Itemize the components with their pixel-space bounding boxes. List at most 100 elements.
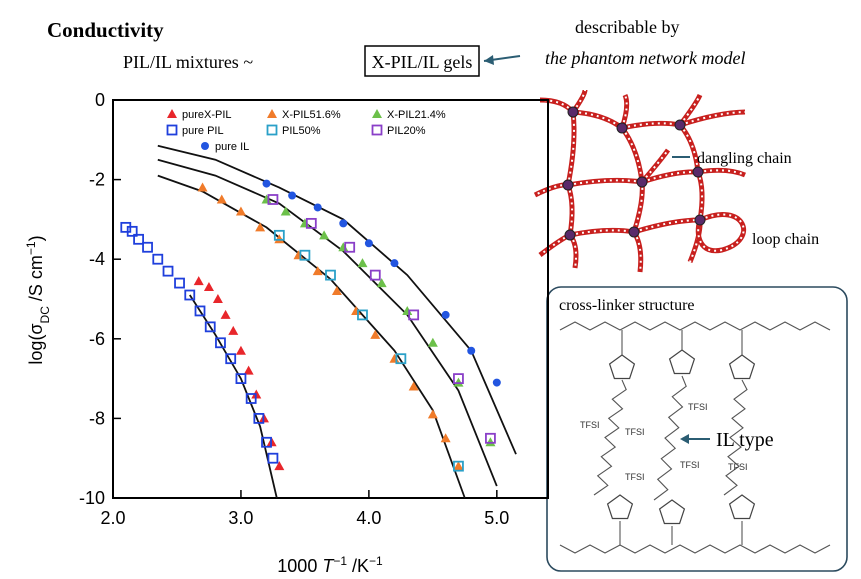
data-point	[357, 309, 368, 321]
chain	[565, 111, 577, 186]
data-point	[453, 373, 464, 385]
data-point	[408, 309, 420, 321]
crosslink-node	[562, 179, 574, 191]
crosslink-node	[694, 214, 706, 226]
x-axis-label: 1000 T−1 /K−1	[277, 554, 383, 576]
data-point	[215, 337, 226, 349]
anion-label: TFSI	[680, 460, 700, 470]
data-point	[390, 259, 399, 268]
mixtures-text: PIL/IL mixtures ~	[123, 52, 253, 72]
data-point	[485, 437, 496, 447]
imidazolium-ring	[606, 494, 634, 520]
chain-pattern	[539, 234, 571, 256]
gels-box	[364, 45, 480, 77]
y-tick-label: -8	[89, 408, 105, 428]
data-point	[369, 269, 381, 281]
data-point	[344, 241, 356, 253]
chain-pattern	[569, 234, 577, 269]
imidazolium-ring	[728, 354, 756, 380]
crosslink-node	[616, 122, 628, 134]
legend-label: PIL20%	[387, 125, 426, 137]
chain-pattern	[641, 149, 669, 183]
chain-pattern	[567, 179, 643, 186]
data-point	[325, 269, 336, 281]
x-tick-label: 4.0	[356, 508, 381, 528]
crosslink-node	[636, 176, 648, 188]
gels-text: X-PIL/IL gels	[372, 52, 473, 72]
axis-label-part: /K	[347, 556, 369, 576]
alkyl-chain	[723, 379, 748, 496]
crosslink-node	[692, 166, 704, 178]
y-tick-label: -4	[89, 249, 105, 269]
data-point	[408, 381, 419, 391]
data-point	[235, 345, 246, 355]
imidazolium-ring	[728, 494, 756, 520]
crosslink-node	[564, 229, 576, 241]
legend-label: PIL50%	[282, 125, 321, 137]
plot-frame	[112, 99, 549, 499]
chain	[695, 212, 747, 254]
data-point	[395, 353, 407, 365]
legend-marker	[167, 109, 177, 118]
imidazolium-ring	[608, 354, 636, 380]
fit-curve	[189, 294, 278, 499]
data-point	[467, 346, 476, 355]
data-point	[299, 249, 311, 261]
data-point	[453, 377, 464, 387]
axis-label-part: T	[322, 556, 335, 576]
data-point	[274, 461, 285, 471]
chain-pattern	[572, 89, 586, 113]
legend-marker	[371, 124, 383, 136]
anion-label: TFSI	[728, 462, 748, 472]
data-point	[212, 294, 223, 303]
legend-label: pure IL	[215, 141, 249, 153]
chain-pattern	[633, 231, 642, 273]
axis-label-part: 1000	[277, 556, 322, 576]
legend-marker	[372, 109, 382, 118]
anion-label: TFSI	[625, 472, 645, 482]
arrow-head	[484, 55, 494, 65]
backbone	[559, 544, 831, 554]
chain-pattern	[621, 94, 628, 129]
imidazolium-ring	[658, 499, 686, 525]
data-point	[133, 233, 144, 245]
legend-marker	[201, 142, 209, 150]
y-tick-label: -6	[89, 329, 105, 349]
axis-label-part: −1	[24, 241, 38, 255]
y-tick-label: 0	[95, 90, 105, 110]
network-diagram	[533, 89, 747, 273]
data-point	[427, 337, 438, 347]
data-point	[331, 286, 342, 296]
chain	[678, 123, 701, 173]
chain	[633, 217, 701, 235]
data-point	[235, 373, 247, 385]
data-point	[204, 321, 216, 333]
axis-label-part: log(σ	[26, 323, 46, 364]
anion-label: TFSI	[580, 420, 600, 430]
imidazolium-ring	[668, 349, 696, 375]
x-tick-label: 2.0	[100, 508, 125, 528]
data-point	[312, 266, 323, 276]
data-point	[261, 436, 272, 448]
legend-label: pureX-PIL	[182, 109, 232, 121]
data-point	[194, 305, 206, 317]
axis-label-part: )	[26, 235, 46, 241]
data-point	[319, 230, 330, 240]
describable-text: describable by	[575, 17, 679, 37]
data-point	[453, 460, 464, 472]
legend-marker	[166, 124, 178, 136]
data-point	[376, 278, 387, 288]
y-tick-label: -10	[79, 488, 105, 508]
fit-curve	[157, 174, 466, 499]
data-point	[262, 179, 271, 188]
data-point	[370, 329, 381, 339]
chain-pattern	[569, 229, 635, 236]
chemical-structure: TFSI TFSI TFSI TFSI TFSI TFSI	[559, 321, 831, 554]
data-point	[492, 378, 501, 387]
data-point	[288, 191, 297, 200]
data-point	[174, 277, 185, 289]
data-point	[193, 276, 204, 286]
data-point	[220, 309, 231, 319]
data-point	[225, 353, 237, 365]
